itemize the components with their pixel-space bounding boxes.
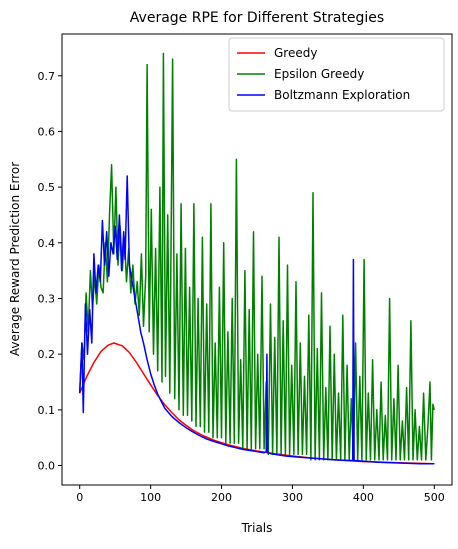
series-line-epsilon-greedy xyxy=(78,52,436,461)
y-tick-label: 0.7 xyxy=(38,70,56,83)
y-tick-label: 0.6 xyxy=(38,125,56,138)
y-axis-label: Average Reward Prediction Error xyxy=(8,162,22,356)
plot-frame xyxy=(61,33,453,486)
y-tick-label: 0.3 xyxy=(38,292,56,305)
y-tick-label: 0.5 xyxy=(38,181,56,194)
x-tick-label: 0 xyxy=(76,491,83,504)
legend-label: Boltzmann Exploration xyxy=(274,88,410,102)
legend-label: Greedy xyxy=(274,46,317,60)
x-tick-label: 400 xyxy=(353,491,374,504)
y-tick-label: 0.4 xyxy=(38,237,56,250)
x-axis: 0 100 200 300 400 500 xyxy=(76,485,445,504)
y-tick-label: 0.0 xyxy=(38,460,56,473)
chart-title: Average RPE for Different Strategies xyxy=(130,10,384,26)
y-axis: 0.0 0.1 0.2 0.3 0.4 0.5 0.6 0.7 xyxy=(38,70,62,473)
x-tick-label: 500 xyxy=(424,491,445,504)
plot-area xyxy=(78,52,436,465)
legend-label: Epsilon Greedy xyxy=(274,67,364,81)
x-tick-label: 100 xyxy=(140,491,161,504)
x-tick-label: 200 xyxy=(211,491,232,504)
y-tick-label: 0.1 xyxy=(38,404,56,417)
x-axis-label: Trials xyxy=(241,521,273,535)
series-line-boltzmann-exploration xyxy=(78,175,435,465)
legend-box xyxy=(228,37,445,112)
y-tick-label: 0.2 xyxy=(38,348,56,361)
x-tick-label: 300 xyxy=(282,491,303,504)
legend: Greedy Epsilon Greedy Boltzmann Exploratio… xyxy=(228,37,445,112)
